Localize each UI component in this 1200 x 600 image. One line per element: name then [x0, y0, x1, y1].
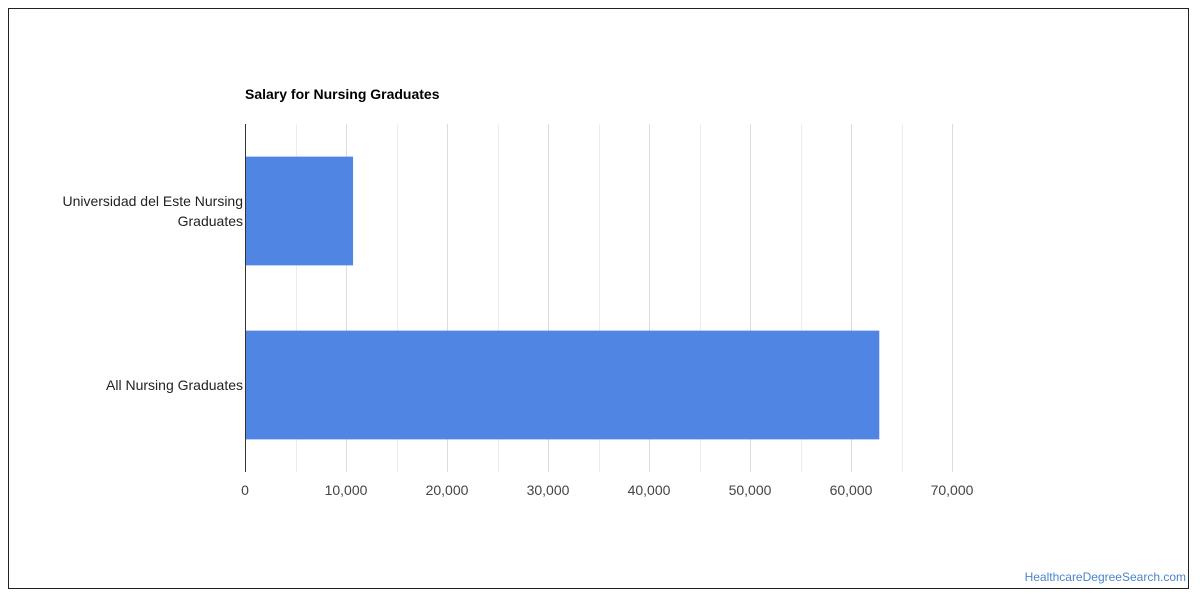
- bar[interactable]: [245, 156, 354, 266]
- x-tick-label: 10,000: [325, 482, 368, 498]
- category-label: All Nursing Graduates: [106, 377, 243, 393]
- x-tick-label: 60,000: [830, 482, 873, 498]
- category-label: Universidad del Este Nursing: [62, 193, 243, 209]
- x-tick-label: 30,000: [527, 482, 570, 498]
- chart-frame: [8, 8, 1189, 589]
- bar[interactable]: [245, 330, 880, 440]
- x-tick-label: 20,000: [426, 482, 469, 498]
- x-tick-label: 50,000: [729, 482, 772, 498]
- chart-title: Salary for Nursing Graduates: [245, 86, 440, 102]
- x-tick-label: 0: [241, 482, 249, 498]
- category-label: Graduates: [178, 213, 243, 229]
- x-tick-label: 40,000: [628, 482, 671, 498]
- x-tick-label: 70,000: [931, 482, 974, 498]
- source-watermark[interactable]: HealthcareDegreeSearch.com: [1024, 570, 1186, 584]
